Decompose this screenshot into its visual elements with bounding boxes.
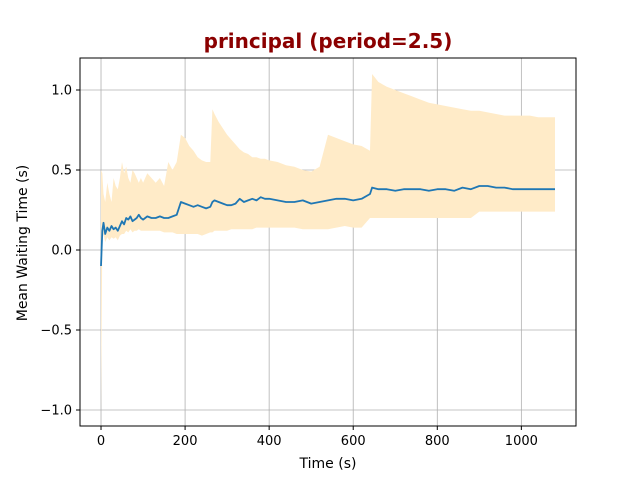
y-tick-label: 0.0 — [51, 244, 72, 259]
y-tick-label: 0.5 — [51, 164, 72, 179]
y-tick-label: 1.0 — [51, 84, 72, 99]
mean-line — [100, 185, 555, 267]
x-tick-label: 400 — [257, 434, 282, 449]
x-axis-label: Time (s) — [299, 456, 357, 472]
x-tick-label: 0 — [97, 434, 105, 449]
confidence-band — [101, 74, 555, 410]
x-tick-label: 1000 — [505, 434, 538, 449]
plot-area — [79, 57, 577, 427]
y-axis: −1.0 −0.5 0.0 0.5 1.0 — [40, 84, 80, 419]
y-axis-label: Mean Waiting Time (s) — [15, 165, 31, 322]
axes-frame — [79, 57, 577, 427]
x-axis: 0 200 400 600 800 1000 — [97, 426, 538, 449]
chart-title: principal (period=2.5) — [204, 29, 453, 53]
x-tick-label: 600 — [341, 434, 366, 449]
x-tick-label: 200 — [173, 434, 198, 449]
x-tick-label: 800 — [425, 434, 450, 449]
y-tick-label: −1.0 — [40, 404, 72, 419]
y-tick-label: −0.5 — [40, 324, 72, 339]
